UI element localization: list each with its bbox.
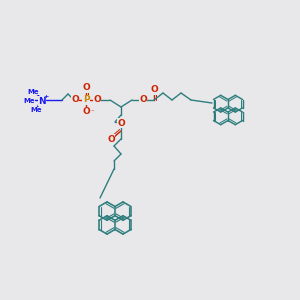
Text: O: O	[117, 118, 125, 127]
Text: O: O	[82, 83, 90, 92]
Text: P: P	[83, 95, 89, 104]
Text: N: N	[38, 97, 46, 106]
Text: Me: Me	[23, 98, 35, 104]
Text: Me: Me	[30, 107, 42, 113]
Text: O: O	[139, 95, 147, 104]
Text: O: O	[82, 107, 90, 116]
Text: ⁻: ⁻	[91, 109, 95, 115]
Text: Me: Me	[27, 89, 39, 95]
Text: O: O	[150, 85, 158, 94]
Text: O: O	[71, 95, 79, 104]
Text: +: +	[44, 94, 49, 98]
Text: O: O	[107, 134, 115, 143]
Text: O: O	[93, 95, 101, 104]
